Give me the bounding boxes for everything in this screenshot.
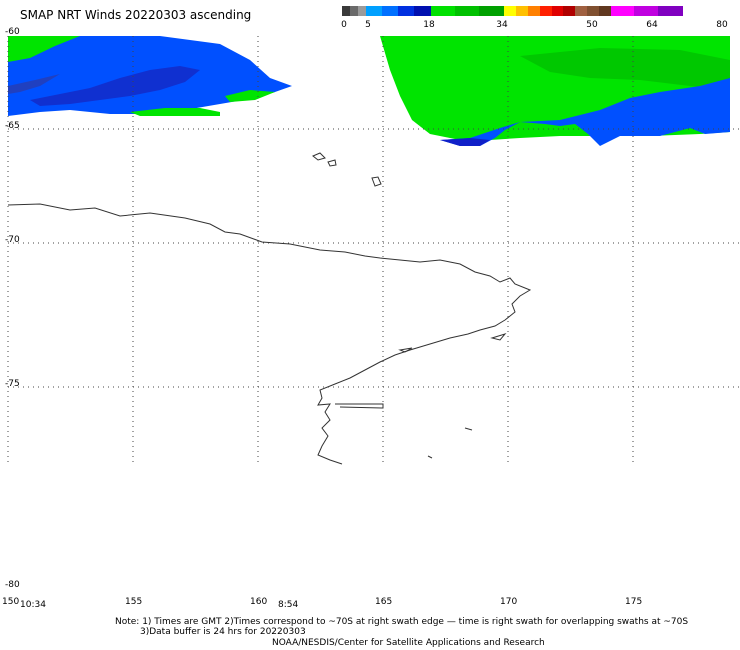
lon-label: 175 xyxy=(625,597,643,607)
lat-label: -75 xyxy=(5,379,20,389)
colorbar-segment xyxy=(634,6,658,16)
colorbar-label: 5 xyxy=(365,20,371,30)
colorbar-segment xyxy=(414,6,431,16)
wind-swath-west xyxy=(8,36,292,116)
colorbar-label: 80 xyxy=(716,20,728,30)
colorbar-segment xyxy=(431,6,455,16)
coastline xyxy=(7,152,532,465)
lat-lon-grid xyxy=(7,36,740,465)
colorbar-segment xyxy=(540,6,552,16)
colorbar-label: 34 xyxy=(496,20,508,30)
lat-label: -80 xyxy=(5,580,20,590)
lon-label: 165 xyxy=(375,597,393,607)
lon-label: 155 xyxy=(125,597,143,607)
map-title: SMAP NRT Winds 20220303 ascending xyxy=(20,8,252,22)
colorbar-label: 64 xyxy=(646,20,658,30)
colorbar-segment xyxy=(350,6,358,16)
colorbar-segment xyxy=(455,6,479,16)
note-line-1: Note: 1) Times are GMT 2)Times correspon… xyxy=(115,617,689,627)
colorbar-segment xyxy=(358,6,366,16)
colorbar-segment xyxy=(382,6,398,16)
wind-speed-colorbar xyxy=(342,6,683,16)
colorbar-label: 0 xyxy=(341,20,347,30)
colorbar-segment xyxy=(658,6,683,16)
lat-label: -65 xyxy=(5,121,20,131)
lat-label: -60 xyxy=(5,27,20,37)
colorbar-segment xyxy=(575,6,587,16)
swath-time-label: 8:54 xyxy=(278,600,299,610)
colorbar-segment xyxy=(587,6,599,16)
note-line-3: NOAA/NESDIS/Center for Satellite Applica… xyxy=(272,638,545,648)
colorbar-segment xyxy=(398,6,414,16)
lon-label: 160 xyxy=(250,597,268,607)
lat-label: -70 xyxy=(5,235,20,245)
colorbar-segment xyxy=(611,6,634,16)
colorbar-segment xyxy=(528,6,540,16)
colorbar-segment xyxy=(504,6,516,16)
wind-swath-east xyxy=(380,36,730,146)
lon-label: 170 xyxy=(500,597,518,607)
note-line-2: 3)Data buffer is 24 hrs for 20220303 xyxy=(140,627,306,637)
lon-label: 150 xyxy=(2,597,20,607)
colorbar-segment xyxy=(342,6,350,16)
colorbar-label: 18 xyxy=(423,20,435,30)
colorbar-segment xyxy=(563,6,575,16)
colorbar-segment xyxy=(516,6,528,16)
colorbar-label: 50 xyxy=(586,20,598,30)
colorbar-segment xyxy=(599,6,611,16)
colorbar-segment xyxy=(479,6,504,16)
swath-time-label: 10:34 xyxy=(20,600,46,610)
colorbar-segment xyxy=(366,6,382,16)
colorbar-segment xyxy=(552,6,563,16)
